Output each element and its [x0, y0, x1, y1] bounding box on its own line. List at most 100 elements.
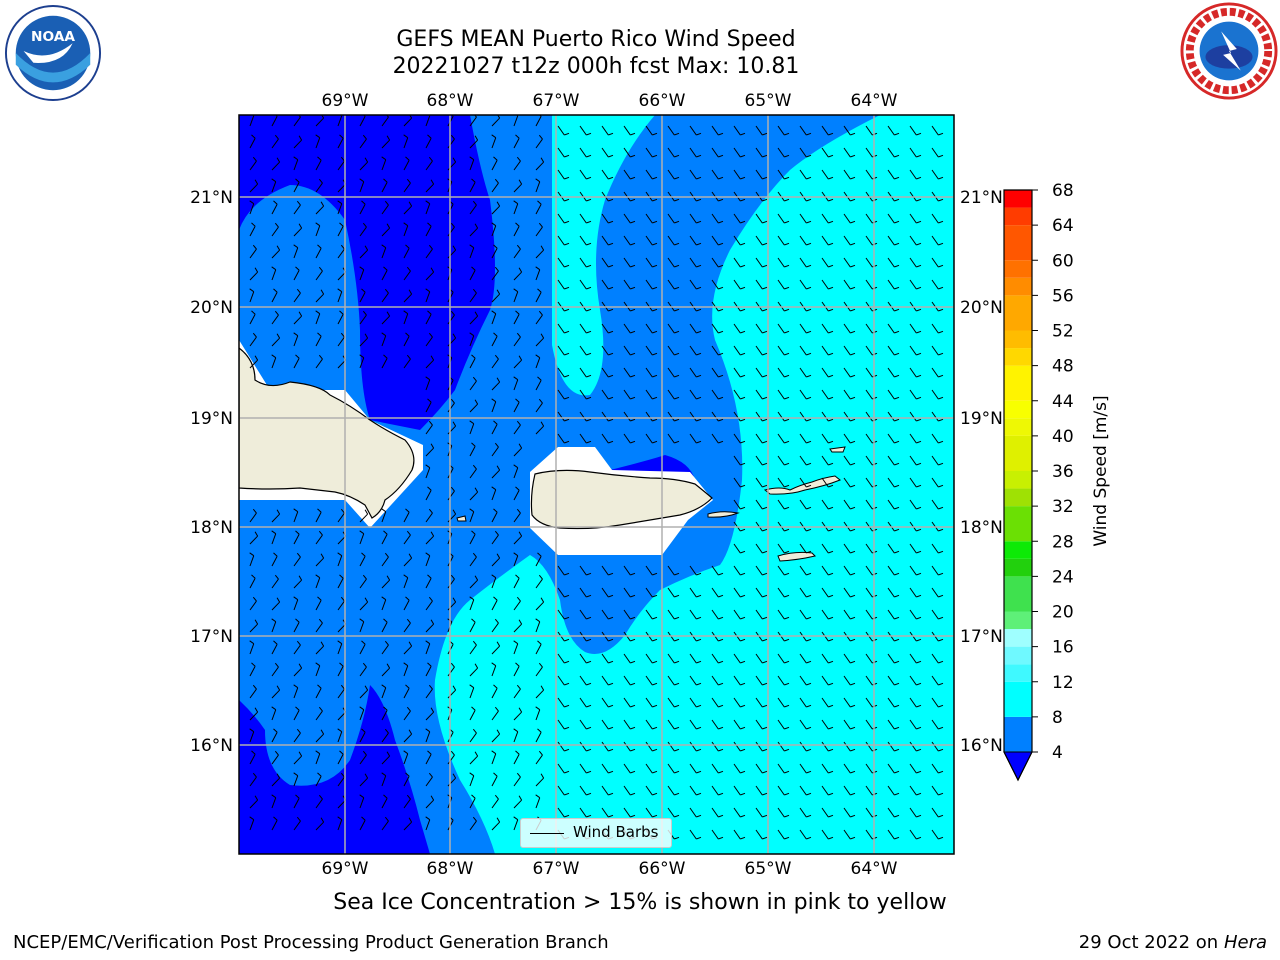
wind-barb	[689, 389, 697, 400]
wind-barb	[733, 455, 741, 466]
wind-barb-flag	[630, 748, 636, 752]
colorbar-frame	[1003, 189, 1033, 782]
wind-barb	[513, 359, 523, 369]
wind-barb-flag	[608, 572, 614, 576]
wind-barb-flag	[784, 286, 790, 290]
wind-barb-flag	[916, 726, 922, 730]
wind-barb	[667, 389, 675, 400]
wind-barb-flag	[273, 816, 278, 821]
wind-barb	[601, 785, 609, 796]
wind-barb	[711, 829, 719, 840]
wind-barb	[733, 213, 741, 224]
wind-barb-flag	[471, 794, 476, 799]
colorbar-segment	[1004, 664, 1032, 682]
wind-barb-flag	[630, 396, 636, 400]
wind-barb-flag	[806, 330, 812, 334]
wind-barb	[777, 455, 785, 466]
legend-wind-barb-line	[530, 833, 564, 834]
wind-barb	[733, 587, 741, 598]
wind-barb-flag	[491, 134, 497, 139]
wind-barb	[557, 433, 565, 444]
wind-barb	[249, 271, 259, 281]
wind-barb-flag	[538, 750, 543, 756]
wind-barb	[337, 512, 345, 523]
wind-barb	[931, 609, 939, 620]
wind-barb-flag	[784, 682, 790, 686]
wind-barb-flag	[427, 134, 432, 139]
wind-barb	[381, 335, 387, 347]
wind-barb-flag	[850, 594, 856, 598]
wind-barb	[887, 829, 895, 840]
wind-barb-flag	[298, 575, 303, 581]
wind-barb	[623, 367, 631, 378]
wind-barb-flag	[474, 487, 479, 493]
wind-barb	[755, 565, 763, 576]
wind-barb-flag	[430, 179, 435, 185]
wind-barb-flag	[850, 836, 856, 840]
wind-barb-flag	[276, 245, 281, 251]
wind-barb-flag	[916, 770, 922, 774]
wind-barb-flag	[608, 264, 614, 268]
wind-barb	[579, 147, 587, 158]
wind-barb	[359, 226, 367, 237]
wind-barb	[821, 323, 829, 334]
wind-barb-flag	[828, 814, 834, 818]
wind-barb	[821, 807, 829, 818]
wind-barb-flag	[430, 619, 435, 625]
wind-barb-flag	[696, 682, 702, 686]
wind-barb-flag	[608, 198, 614, 202]
wind-barb-flag	[276, 157, 281, 163]
wind-barb-flag	[384, 640, 389, 646]
wind-barb-flag	[850, 726, 856, 730]
wind-barb	[887, 345, 895, 356]
wind-barb-flag	[428, 332, 433, 338]
wind-barb-flag	[630, 154, 636, 158]
wind-barb	[293, 204, 301, 215]
wind-barb-flag	[406, 178, 411, 184]
wind-barb	[381, 159, 387, 171]
lon-label: 69°W	[322, 91, 369, 111]
wind-barb-flag	[630, 286, 636, 290]
wind-barb-flag	[828, 660, 834, 664]
wind-barb-flag	[784, 396, 790, 400]
wind-barb-flag	[271, 178, 277, 183]
wind-barb-flag	[938, 286, 944, 290]
wind-barb	[447, 666, 455, 677]
wind-barb	[799, 257, 807, 268]
lon-label: 65°W	[745, 859, 792, 879]
wind-barb-flag	[472, 728, 477, 734]
wind-barb-flag	[430, 531, 435, 537]
wind-barb	[755, 543, 763, 554]
wind-barb-flag	[339, 662, 344, 667]
wind-barb-flag	[740, 242, 746, 246]
wind-barb	[931, 169, 939, 180]
wind-barb-flag	[740, 440, 746, 444]
wind-barb	[513, 512, 521, 523]
wind-barb-flag	[405, 244, 410, 249]
wind-barb	[425, 490, 432, 501]
wind-barb	[931, 323, 939, 334]
wind-barb	[579, 785, 587, 796]
wind-barb	[799, 499, 807, 510]
wind-barb	[865, 367, 873, 378]
wind-barb-flag	[564, 594, 570, 598]
wind-barb-flag	[828, 198, 834, 202]
wind-barb	[425, 819, 431, 831]
wind-barb-flag	[608, 176, 614, 180]
wind-barb-flag	[496, 553, 501, 559]
wind-barb-flag	[564, 396, 570, 400]
wind-barb-flag	[274, 662, 279, 668]
colorbar-tick-label: 28	[1052, 532, 1074, 552]
wind-barb-flag	[938, 836, 944, 840]
wind-barb-flag	[894, 462, 900, 466]
wind-barb	[733, 741, 741, 752]
wind-barb-flag	[630, 374, 636, 378]
colorbar-segment	[1004, 225, 1032, 261]
wind-barb-flag	[474, 311, 479, 317]
wind-barb	[887, 389, 895, 400]
wind-barb-flag	[450, 486, 455, 492]
wind-barb-flag	[274, 310, 279, 316]
wind-barb	[557, 697, 565, 708]
wind-barb-flag	[493, 420, 498, 425]
wind-barb-flag	[295, 266, 300, 271]
